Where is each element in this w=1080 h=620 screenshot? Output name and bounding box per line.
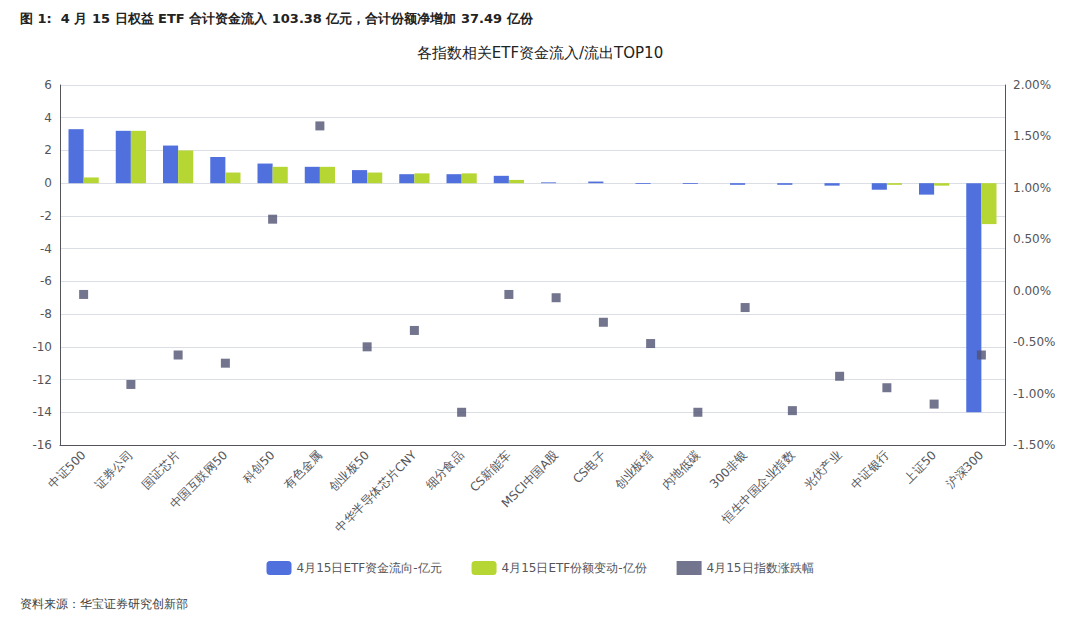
- svg-text:4月15日ETF资金流向-亿元: 4月15日ETF资金流向-亿元: [296, 561, 441, 575]
- svg-text:有色金属: 有色金属: [281, 448, 325, 492]
- svg-text:内地低碳: 内地低碳: [659, 448, 703, 492]
- svg-text:1.00%: 1.00%: [1013, 181, 1051, 195]
- svg-text:MSCI中国A股: MSCI中国A股: [499, 448, 561, 510]
- svg-text:科创50: 科创50: [240, 448, 278, 486]
- svg-text:2: 2: [44, 143, 52, 157]
- svg-text:中华半导体芯片CNY: 中华半导体芯片CNY: [333, 448, 420, 535]
- svg-text:-6: -6: [40, 274, 52, 288]
- svg-text:4月15日指数涨跌幅: 4月15日指数涨跌幅: [707, 561, 814, 575]
- svg-text:-1.50%: -1.50%: [1013, 438, 1055, 452]
- svg-text:-8: -8: [40, 307, 52, 321]
- svg-text:4: 4: [44, 111, 52, 125]
- svg-text:300非银: 300非银: [707, 448, 750, 491]
- svg-text:-4: -4: [40, 242, 52, 256]
- svg-text:0.00%: 0.00%: [1013, 284, 1051, 298]
- svg-text:-0.50%: -0.50%: [1013, 335, 1055, 349]
- svg-text:光伏产业: 光伏产业: [801, 448, 845, 492]
- svg-text:-14: -14: [32, 405, 52, 419]
- svg-text:1.50%: 1.50%: [1013, 129, 1051, 143]
- svg-text:-12: -12: [32, 373, 52, 387]
- svg-text:-10: -10: [32, 340, 52, 354]
- svg-text:CS新能车: CS新能车: [467, 448, 514, 495]
- svg-text:上证50: 上证50: [901, 448, 939, 486]
- svg-text:细分食品: 细分食品: [423, 448, 467, 492]
- svg-text:沪深300: 沪深300: [943, 448, 986, 491]
- svg-text:创业板指: 创业板指: [612, 448, 656, 492]
- svg-text:6: 6: [44, 78, 52, 92]
- svg-text:-2: -2: [40, 209, 52, 223]
- svg-text:证券公司: 证券公司: [92, 448, 136, 492]
- svg-text:2.00%: 2.00%: [1013, 78, 1051, 92]
- svg-text:图 1: 4 月 15 日权益 ETF 合计资金流入 10: 图 1: 4 月 15 日权益 ETF 合计资金流入 103.38 亿元，合计份…: [20, 11, 534, 26]
- svg-text:4月15日ETF份额变动-亿份: 4月15日ETF份额变动-亿份: [502, 561, 647, 575]
- svg-text:恒生中国企业指数: 恒生中国企业指数: [719, 448, 797, 526]
- svg-text:0.50%: 0.50%: [1013, 232, 1051, 246]
- svg-text:创业板50: 创业板50: [326, 448, 372, 494]
- svg-text:中国互联网50: 中国互联网50: [167, 448, 230, 511]
- svg-text:中证500: 中证500: [46, 448, 89, 491]
- svg-text:-1.00%: -1.00%: [1013, 387, 1055, 401]
- svg-text:0: 0: [44, 176, 52, 190]
- svg-text:中证银行: 中证银行: [848, 448, 892, 492]
- svg-text:CS电子: CS电子: [570, 448, 608, 486]
- svg-text:国证芯片: 国证芯片: [139, 448, 183, 492]
- svg-text:-16: -16: [32, 438, 52, 452]
- svg-text:资料来源：华宝证券研究创新部: 资料来源：华宝证券研究创新部: [20, 597, 188, 611]
- svg-text:各指数相关ETF资金流入/流出TOP10: 各指数相关ETF资金流入/流出TOP10: [417, 44, 663, 62]
